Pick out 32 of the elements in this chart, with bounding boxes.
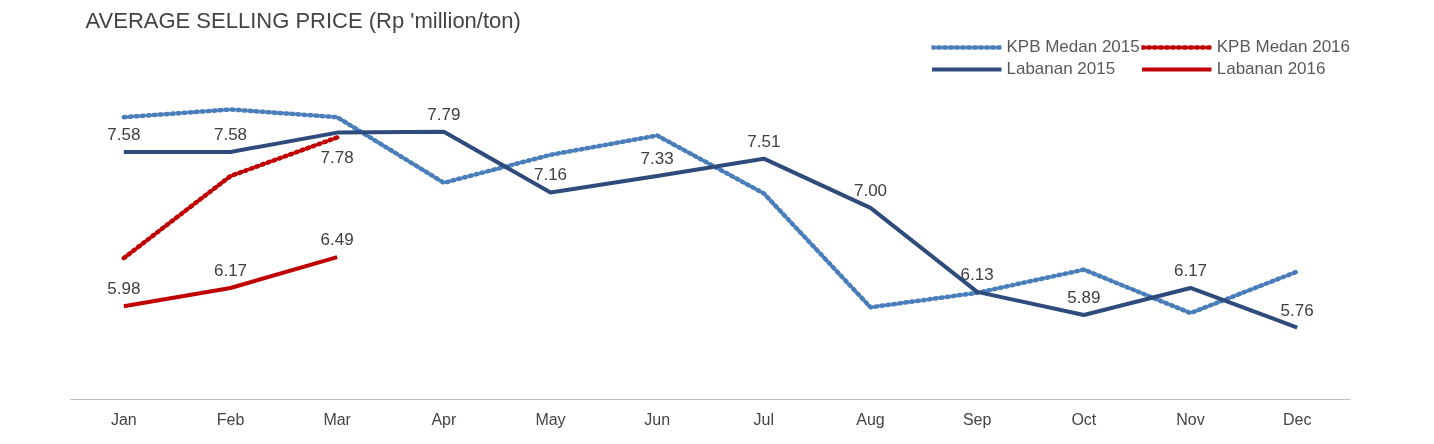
data-label: 6.17 [1173, 260, 1208, 280]
legend-label: KPB Medan 2016 [1216, 37, 1350, 57]
x-tick-label: May [535, 410, 566, 428]
x-tick-label: Feb [216, 410, 245, 428]
data-label: 6.17 [213, 260, 248, 280]
data-label: 7.00 [853, 180, 888, 200]
data-label: 5.98 [107, 279, 141, 299]
data-label: 7.33 [640, 149, 674, 169]
data-label: 7.78 [320, 147, 354, 167]
x-tick-label: Apr [431, 410, 457, 428]
data-label: 5.89 [1067, 287, 1101, 307]
data-label: 7.58 [107, 124, 141, 144]
x-tick-label: Mar [323, 410, 352, 428]
x-tick-label: Nov [1176, 410, 1205, 428]
legend-label: KPB Medan 2015 [1006, 37, 1140, 57]
x-tick-label: Dec [1282, 410, 1312, 428]
x-tick-label: Oct [1071, 410, 1097, 428]
x-tick-label: Aug [856, 410, 885, 428]
x-tick-label: Jun [644, 410, 671, 428]
x-tick-label: Jul [753, 410, 775, 428]
data-label: 6.13 [960, 264, 994, 284]
x-tick-label: Sep [962, 410, 992, 428]
legend-label: Labanan 2015 [1006, 59, 1116, 79]
data-label: 5.76 [1280, 300, 1314, 320]
data-label: 7.58 [213, 124, 248, 144]
data-label: 7.79 [427, 104, 461, 124]
data-label: 6.49 [320, 230, 354, 250]
x-tick-label: Jan [110, 410, 137, 428]
data-label: 7.51 [747, 131, 781, 151]
data-label: 7.16 [533, 165, 568, 185]
legend-label: Labanan 2016 [1216, 59, 1326, 79]
chart-title: AVERAGE SELLING PRICE (Rp 'million/ton) [85, 7, 521, 33]
